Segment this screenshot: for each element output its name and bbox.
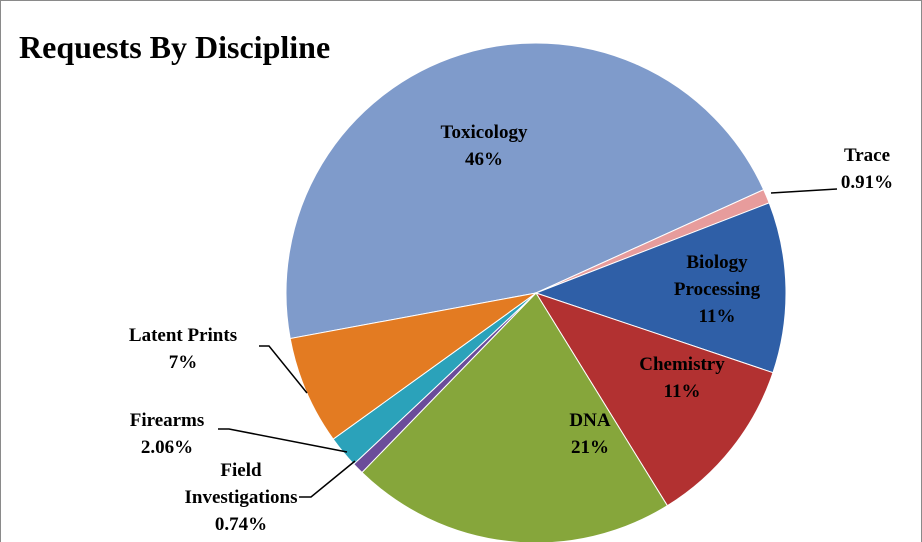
slice-label: Toxicology 46%: [414, 119, 554, 173]
label-value: 46%: [465, 149, 503, 170]
label-value: 11%: [663, 381, 701, 402]
slice-label: Trace 0.91%: [822, 142, 912, 196]
label-name: Chemistry: [639, 354, 725, 375]
leader-lines: [218, 188, 838, 498]
slice-label: DNA 21%: [550, 407, 630, 461]
label-name: Firearms: [129, 410, 205, 431]
label-value: 0.74%: [214, 514, 268, 535]
label-name: DNA: [569, 410, 611, 431]
label-value: 0.91%: [840, 172, 894, 193]
label-value: 7%: [168, 352, 198, 373]
label-name: Field Investigations: [184, 460, 298, 508]
label-value: 2.06%: [140, 437, 194, 458]
slice-label: Firearms 2.06%: [117, 407, 217, 461]
label-name: Biology Processing: [673, 252, 761, 300]
slice-label: Chemistry 11%: [617, 351, 747, 405]
label-name: Toxicology: [440, 122, 528, 143]
label-value: 21%: [571, 437, 609, 458]
pie-slice: [534, 202, 787, 374]
leader-line: [299, 460, 356, 498]
leader-line: [770, 188, 838, 194]
leader-line: [259, 345, 308, 394]
slice-label: Biology Processing 11%: [662, 249, 772, 330]
leader-line: [218, 428, 348, 453]
label-name: Trace: [843, 145, 891, 166]
pie-slice: [534, 292, 774, 507]
label-name: Latent Prints: [128, 325, 238, 346]
chart-title: Requests By Discipline: [19, 29, 331, 65]
slice-label: Field Investigations 0.74%: [171, 457, 311, 538]
label-value: 11%: [698, 306, 736, 327]
slice-label: Latent Prints 7%: [103, 322, 263, 376]
pie-slice: [285, 42, 765, 340]
